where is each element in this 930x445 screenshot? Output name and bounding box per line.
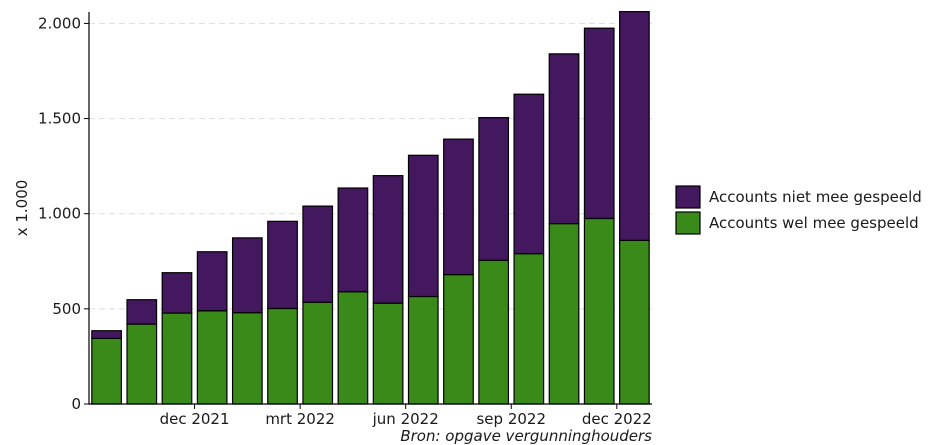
y-tick-label: 500 [52, 300, 81, 318]
x-tick-label: jun 2022 [372, 410, 439, 428]
legend-swatch [675, 185, 701, 209]
y-tick-label: 0 [71, 395, 81, 413]
bar-segment-wel [513, 253, 545, 405]
x-tick-label: dec 2021 [160, 410, 230, 428]
legend-swatch [675, 211, 701, 235]
axes [88, 12, 652, 405]
bar-segment-niet [583, 27, 615, 220]
bar-segment-niet [267, 220, 298, 310]
bar-segment-niet [91, 330, 122, 339]
bar-segment-wel [478, 259, 510, 405]
bar-segment-niet [161, 272, 193, 314]
x-tick-label: dec 2022 [582, 410, 652, 428]
bar-segment-wel [407, 295, 439, 405]
y-tick-label: 1.500 [38, 110, 81, 128]
bar-segment-wel [583, 217, 615, 405]
bar-segment-niet [302, 205, 334, 303]
bar-segment-niet [196, 251, 228, 312]
bar-segment-wel [161, 312, 193, 405]
bar-segment-wel [126, 323, 158, 405]
bar-segment-wel [548, 223, 580, 405]
bar-segment-niet [443, 138, 474, 276]
bar-segment-wel [337, 291, 369, 405]
x-tick-label: sep 2022 [476, 410, 546, 428]
bar-segment-wel [302, 301, 334, 405]
bar-segment-wel [372, 302, 404, 405]
y-tick-label: 2.000 [38, 14, 81, 32]
bar-segment-niet [126, 299, 158, 325]
bars [91, 11, 650, 405]
y-axis-title: x 1.000 [13, 180, 31, 237]
bar-segment-wel [619, 239, 650, 405]
legend-label: Accounts wel mee gespeeld [709, 214, 919, 232]
bar-segment-niet [407, 154, 439, 298]
x-tick-labels: dec 2021 mrt 2022 jun 2022 sep 2022 dec 2022 [160, 404, 652, 428]
bar-segment-niet [478, 117, 510, 261]
bar-segment-niet [548, 53, 580, 225]
x-tick-label: mrt 2022 [265, 410, 335, 428]
legend: Accounts niet mee gespeeld Accounts wel m… [675, 185, 922, 235]
bar-segment-niet [619, 11, 650, 241]
bar-segment-wel [196, 310, 228, 405]
bar-segment-wel [91, 337, 122, 405]
source-note: Bron: opgave vergunninghouders [400, 427, 652, 445]
bar-segment-wel [231, 312, 263, 405]
bar-segment-niet [372, 175, 404, 304]
y-tick-labels: 0 500 1.000 1.500 2.000 [38, 14, 89, 413]
y-tick-label: 1.000 [38, 205, 81, 223]
bar-segment-niet [337, 187, 369, 293]
bar-segment-niet [231, 237, 263, 314]
legend-label: Accounts niet mee gespeeld [709, 188, 922, 206]
bar-segment-niet [513, 93, 545, 255]
bar-segment-wel [443, 274, 474, 405]
bar-segment-wel [267, 307, 298, 405]
